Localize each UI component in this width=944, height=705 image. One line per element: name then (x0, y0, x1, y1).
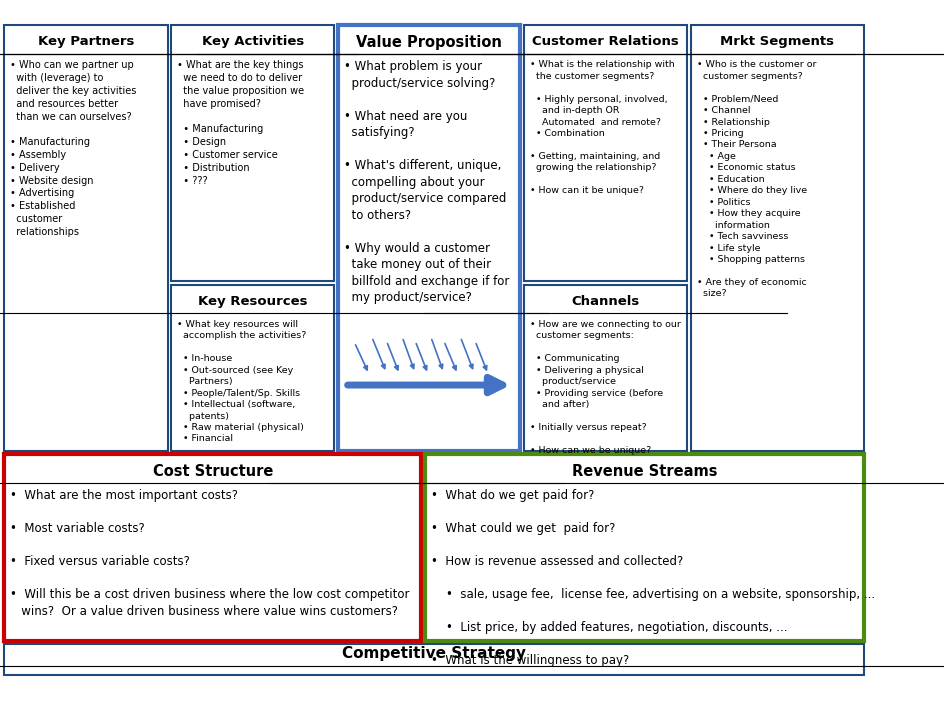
Text: • Who is the customer or
  customer segments?

  • Problem/Need
  • Channel
  • : • Who is the customer or customer segmen… (697, 61, 817, 298)
Text: • Who can we partner up
  with (leverage) to
  deliver the key activities
  and : • Who can we partner up with (leverage) … (10, 61, 137, 237)
Text: Customer Relations: Customer Relations (532, 35, 679, 48)
Text: Key Activities: Key Activities (202, 35, 304, 48)
Text: • What key resources will
  accomplish the activities?

  • In-house
  • Out-sou: • What key resources will accomplish the… (177, 320, 307, 443)
Text: Mrkt Segments: Mrkt Segments (720, 35, 834, 48)
Text: • What is the relationship with
  the customer segments?

  • Highly personal, i: • What is the relationship with the cust… (530, 61, 675, 195)
Text: Key Resources: Key Resources (198, 295, 308, 308)
Text: Revenue Streams: Revenue Streams (572, 465, 717, 479)
Bar (425, 454, 865, 641)
Text: • What problem is your
  product/service solving?

• What need are you
  satisfy: • What problem is your product/service s… (344, 61, 510, 305)
Bar (5, 25, 168, 450)
Bar (524, 25, 687, 281)
Text: •  What are the most important costs?

•  Most variable costs?

•  Fixed versus : • What are the most important costs? • M… (10, 489, 410, 618)
Bar (338, 25, 520, 450)
Bar (171, 285, 334, 450)
Text: • What are the key things
  we need to do to deliver
  the value proposition we
: • What are the key things we need to do … (177, 61, 304, 185)
Text: Cost Structure: Cost Structure (153, 465, 273, 479)
Bar (171, 25, 334, 281)
Bar (5, 644, 865, 675)
Text: • How are we connecting to our
  customer segments:

  • Communicating
  • Deliv: • How are we connecting to our customer … (530, 320, 681, 455)
Text: Value Proposition: Value Proposition (356, 35, 502, 50)
Text: Channels: Channels (571, 295, 639, 308)
Bar (5, 454, 421, 641)
Text: Competitive Strategy: Competitive Strategy (343, 646, 527, 661)
Text: •  What do we get paid for?

•  What could we get  paid for?

•  How is revenue : • What do we get paid for? • What could … (430, 489, 875, 668)
Text: Key Partners: Key Partners (38, 35, 134, 48)
Bar (691, 25, 865, 450)
Bar (524, 285, 687, 450)
